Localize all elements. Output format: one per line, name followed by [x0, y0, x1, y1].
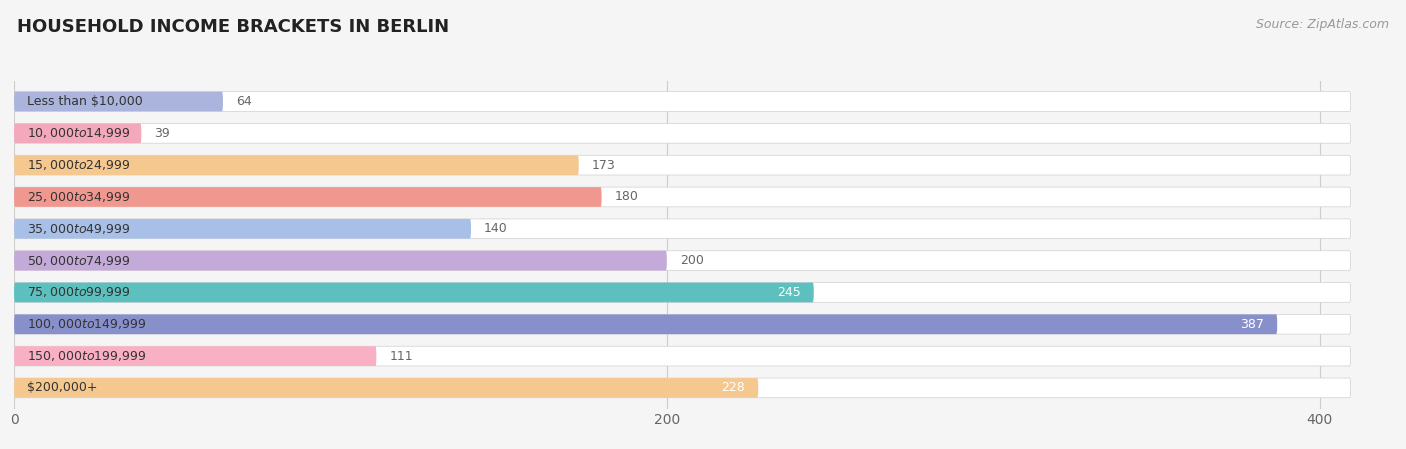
Text: $35,000 to $49,999: $35,000 to $49,999 [27, 222, 131, 236]
FancyBboxPatch shape [14, 346, 377, 366]
Text: 64: 64 [236, 95, 252, 108]
FancyBboxPatch shape [14, 378, 1351, 398]
Text: $100,000 to $149,999: $100,000 to $149,999 [27, 317, 146, 331]
FancyBboxPatch shape [14, 123, 142, 143]
Text: $10,000 to $14,999: $10,000 to $14,999 [27, 126, 131, 141]
FancyBboxPatch shape [14, 282, 1351, 302]
FancyBboxPatch shape [14, 219, 1351, 239]
FancyBboxPatch shape [14, 314, 1277, 334]
FancyBboxPatch shape [14, 314, 1351, 334]
Text: 173: 173 [592, 158, 616, 172]
Text: 111: 111 [389, 350, 413, 363]
FancyBboxPatch shape [14, 92, 1351, 111]
Text: Less than $10,000: Less than $10,000 [27, 95, 143, 108]
Text: 140: 140 [484, 222, 508, 235]
FancyBboxPatch shape [14, 378, 758, 398]
FancyBboxPatch shape [14, 251, 666, 270]
Text: $15,000 to $24,999: $15,000 to $24,999 [27, 158, 131, 172]
FancyBboxPatch shape [14, 346, 1351, 366]
FancyBboxPatch shape [14, 187, 1351, 207]
Text: $25,000 to $34,999: $25,000 to $34,999 [27, 190, 131, 204]
FancyBboxPatch shape [14, 123, 1351, 143]
Text: Source: ZipAtlas.com: Source: ZipAtlas.com [1256, 18, 1389, 31]
Text: 180: 180 [614, 190, 638, 203]
FancyBboxPatch shape [14, 187, 602, 207]
FancyBboxPatch shape [14, 251, 1351, 270]
Text: 387: 387 [1240, 318, 1264, 331]
FancyBboxPatch shape [14, 282, 814, 302]
Text: 200: 200 [681, 254, 704, 267]
Text: $150,000 to $199,999: $150,000 to $199,999 [27, 349, 146, 363]
Text: $200,000+: $200,000+ [27, 381, 97, 394]
Text: $75,000 to $99,999: $75,000 to $99,999 [27, 286, 131, 299]
Text: $50,000 to $74,999: $50,000 to $74,999 [27, 254, 131, 268]
Text: 39: 39 [155, 127, 170, 140]
FancyBboxPatch shape [14, 155, 579, 175]
Text: 228: 228 [721, 381, 745, 394]
Text: HOUSEHOLD INCOME BRACKETS IN BERLIN: HOUSEHOLD INCOME BRACKETS IN BERLIN [17, 18, 449, 36]
FancyBboxPatch shape [14, 219, 471, 239]
Text: 245: 245 [778, 286, 800, 299]
FancyBboxPatch shape [14, 92, 224, 111]
FancyBboxPatch shape [14, 155, 1351, 175]
